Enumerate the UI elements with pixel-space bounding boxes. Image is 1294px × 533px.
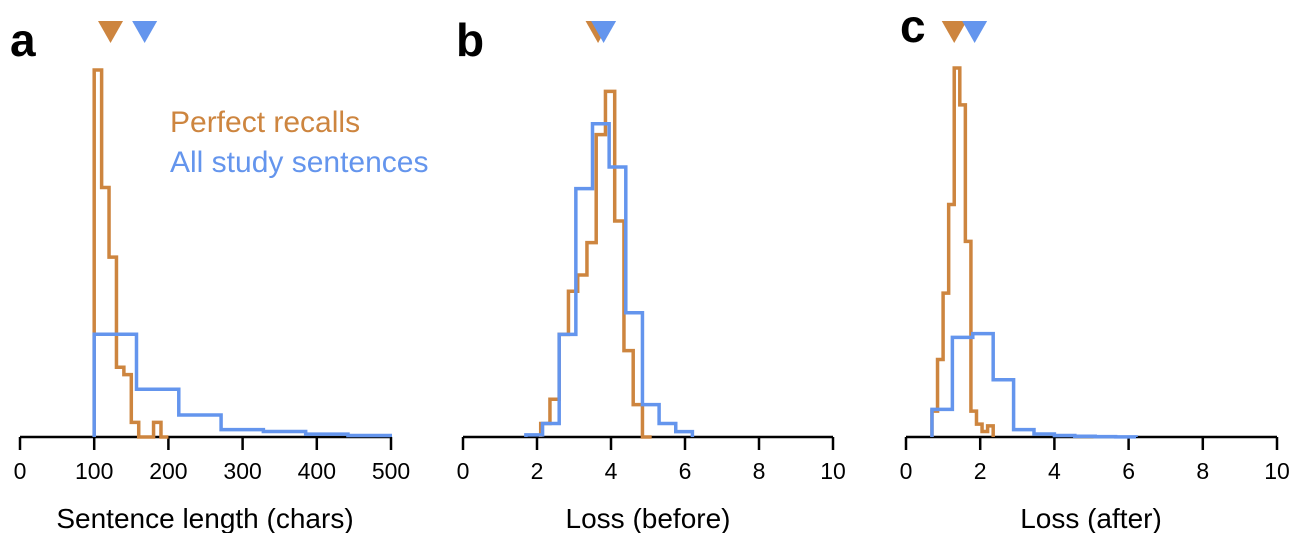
perfect-recalls-histogram bbox=[92, 68, 169, 439]
histograms-c bbox=[930, 66, 1138, 439]
perfect-recalls-mean-marker bbox=[941, 21, 967, 43]
panel-label-b: b bbox=[456, 14, 484, 66]
x-tick-label: 10 bbox=[1264, 458, 1290, 484]
all-study-sentences-mean-marker bbox=[591, 21, 617, 43]
histograms-b bbox=[524, 89, 695, 439]
x-tick-label: 0 bbox=[457, 458, 470, 484]
mean-markers-c bbox=[941, 21, 988, 43]
x-tick-label: 8 bbox=[1196, 458, 1209, 484]
panel-label-c: c bbox=[900, 0, 926, 52]
x-tick-label: 6 bbox=[679, 458, 692, 484]
mean-markers-b bbox=[585, 21, 617, 43]
legend-perfect-recalls: Perfect recalls bbox=[170, 106, 360, 139]
all-study-sentences-histogram bbox=[92, 332, 393, 438]
histograms-a bbox=[92, 68, 393, 439]
x-tick-label: 2 bbox=[974, 458, 987, 484]
x-tick-label: 2 bbox=[531, 458, 544, 484]
x-tick-label: 4 bbox=[605, 458, 618, 484]
panel-a: a 0 100 200 300 400 500 Sentence length (char… bbox=[10, 14, 428, 533]
perfect-recalls-mean-marker bbox=[98, 21, 124, 43]
x-tick-label: 0 bbox=[14, 458, 27, 484]
all-study-sentences-mean-marker bbox=[132, 21, 158, 43]
x-tick-label: 100 bbox=[75, 458, 113, 484]
x-tick-label: 200 bbox=[149, 458, 187, 484]
x-ticks-a: 0 100 200 300 400 500 bbox=[14, 437, 410, 484]
all-study-sentences-histogram bbox=[930, 331, 1138, 439]
panel-b: b 0 2 4 6 8 10 Loss (before) bbox=[456, 14, 846, 533]
panel-c: c 0 2 4 6 8 10 Loss (after) bbox=[900, 0, 1290, 533]
x-tick-label: 10 bbox=[820, 458, 846, 484]
x-ticks-b: 0 2 4 6 8 10 bbox=[457, 437, 846, 484]
x-axis-label-b: Loss (before) bbox=[566, 503, 731, 533]
x-tick-label: 500 bbox=[372, 458, 410, 484]
mean-markers-a bbox=[98, 21, 158, 43]
x-tick-label: 6 bbox=[1122, 458, 1135, 484]
perfect-recalls-histogram bbox=[538, 89, 652, 439]
x-tick-label: 0 bbox=[900, 458, 913, 484]
perfect-recalls-histogram bbox=[930, 66, 995, 437]
x-tick-label: 8 bbox=[753, 458, 766, 484]
panel-label-a: a bbox=[10, 14, 36, 66]
x-tick-label: 4 bbox=[1048, 458, 1061, 484]
x-tick-label: 400 bbox=[298, 458, 336, 484]
x-axis-label-a: Sentence length (chars) bbox=[56, 503, 353, 533]
x-axis-label-c: Loss (after) bbox=[1020, 503, 1162, 533]
all-study-sentences-histogram bbox=[524, 122, 695, 437]
x-ticks-c: 0 2 4 6 8 10 bbox=[900, 437, 1290, 484]
legend-all-study-sentences: All study sentences bbox=[170, 146, 428, 179]
x-tick-label: 300 bbox=[223, 458, 261, 484]
all-study-sentences-mean-marker bbox=[962, 21, 988, 43]
